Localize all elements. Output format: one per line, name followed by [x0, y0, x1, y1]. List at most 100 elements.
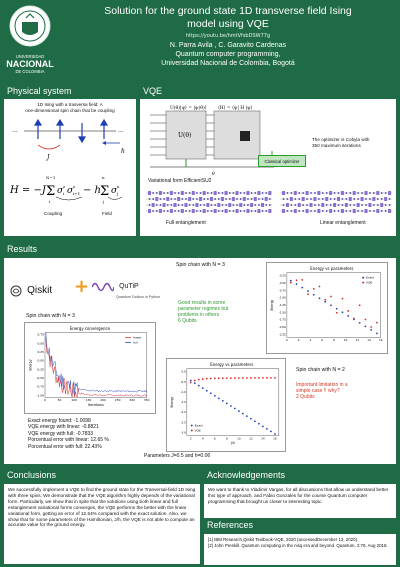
exact-point	[370, 329, 373, 331]
vqe-point	[301, 278, 304, 281]
circuit-gate	[340, 191, 344, 195]
green-note: Good results in some parameter regimes b…	[178, 300, 228, 324]
vqe-panel: U(θ) ⟨H⟩ = ⟨ψ| H |ψ⟩ U(θ)|ψ⟩ = |ψ(θ)⟩ θ …	[140, 99, 396, 236]
legend-label: Exact	[366, 276, 375, 280]
circuit-gate	[180, 191, 184, 195]
circuit-gate	[329, 191, 333, 195]
exact-point	[301, 286, 304, 289]
circuit-gate	[202, 191, 206, 195]
circuit-gate	[235, 191, 239, 195]
physical-desc-line2: one-dimensional spin chain that be coupl…	[25, 107, 115, 113]
circuit-gate	[261, 198, 264, 200]
circuit-gate	[220, 197, 224, 201]
x-tick-label: 4	[310, 338, 312, 342]
acknowledgements-section: Acknowledgements We want to thank to Vla…	[204, 470, 396, 518]
vqe-point	[213, 377, 216, 380]
circuit-gate	[191, 191, 195, 195]
circuit-gate	[232, 204, 235, 206]
vqe-point	[270, 377, 272, 379]
circuit-gate	[196, 198, 198, 200]
circuit-gate	[294, 204, 297, 206]
circuit-gate	[333, 198, 336, 200]
circuit-gate	[221, 192, 224, 194]
circuit-gate	[376, 204, 379, 206]
variational-form-label: Variational form EfficientSU2	[148, 178, 212, 184]
optimizer-note-line1: The optimizer is Cobyla with	[312, 137, 370, 142]
vqe-point	[295, 279, 298, 282]
circuit-gate	[188, 192, 191, 194]
references-title: References	[207, 520, 254, 530]
circuit-gate	[325, 197, 329, 201]
logo-text-bottom: DE COLOMBIA	[15, 69, 45, 74]
circuit-gate	[369, 198, 371, 200]
spin-chain-diagram: ··· ··· J h	[12, 118, 125, 161]
logo-text-top: UNIVERSIDAD	[15, 54, 45, 59]
circuit-gate	[372, 210, 375, 212]
energy-results: Exact energy found: -1.0098 VQE energy w…	[28, 418, 109, 450]
circuit-gate	[250, 210, 253, 212]
circuit-gate	[384, 210, 387, 212]
reference-2: [2] John Preskill. Quantum computing in …	[208, 542, 388, 548]
circuit-gate	[206, 210, 209, 212]
circuit-gate	[302, 192, 305, 194]
circuit-gate	[258, 198, 260, 200]
green-note-line4: 6 Qubits	[178, 318, 197, 324]
circuit-gate	[314, 204, 316, 206]
svg-text:σ: σ	[111, 186, 118, 196]
vqe-point	[197, 378, 200, 381]
circuit-gate	[333, 203, 337, 207]
x-tick-label: 300	[129, 398, 135, 402]
circuit-gate	[380, 210, 383, 212]
vqe-point	[324, 298, 327, 301]
video-link[interactable]: https://youtu.be/hmtVfsbDSW77g	[185, 33, 271, 39]
y-tick-label: 0.0	[182, 370, 187, 374]
y-tick-label: 0.25	[38, 350, 45, 354]
circuit-gate	[191, 209, 195, 213]
legend-label: full	[133, 341, 138, 345]
plus-icon: +	[74, 276, 90, 297]
circuit-gate	[344, 203, 348, 207]
svg-text:n: n	[102, 175, 105, 180]
exact-point	[289, 279, 292, 282]
circuit-gate	[155, 197, 159, 201]
circuit-gate	[298, 192, 301, 194]
y-tick-label: -0.5	[181, 380, 187, 384]
circuit-gate	[166, 197, 170, 201]
circuit-gate	[325, 210, 328, 212]
circuit-gate	[217, 203, 221, 207]
svg-text:i+1: i+1	[73, 191, 80, 196]
circuit-gate	[254, 210, 257, 212]
circuit-gate	[239, 192, 242, 194]
circuit-gate	[317, 198, 320, 200]
green-note-line1: Good results in some	[178, 300, 226, 306]
legend-label: VQE	[195, 428, 201, 432]
circuit-gate	[282, 209, 285, 213]
circuit-gate	[243, 204, 246, 206]
results-title: Results	[7, 244, 38, 254]
vqe-linear-energy: VQE energy with linear: -0.8821	[28, 424, 99, 431]
exact-energy: Exact energy found: -1.0098	[28, 418, 91, 424]
circuit-gate	[158, 191, 162, 195]
circuit-gate	[214, 198, 217, 200]
circuit-gate	[301, 197, 305, 201]
circuit-gate	[170, 204, 173, 206]
classical-optimizer-box: Classical optimizer	[258, 155, 306, 167]
svg-text:U(θ): U(θ)	[178, 132, 191, 139]
circuit-gate	[213, 209, 217, 213]
vqe-point	[266, 377, 268, 379]
circuit-gate	[243, 192, 246, 194]
linear-entanglement-circuit	[280, 191, 392, 213]
plot-area	[186, 368, 280, 436]
circuit-gate	[369, 210, 371, 212]
circuit-gate	[376, 209, 380, 213]
circuit-gate	[155, 204, 158, 206]
circuit-gate	[369, 192, 371, 194]
linear-entanglement-label: Linear entanglement	[320, 220, 366, 226]
circuit-gate	[192, 198, 195, 200]
exact-point	[233, 407, 236, 410]
legend-label: Exact	[195, 424, 204, 428]
circuit-gate	[199, 197, 203, 201]
circuit-gate	[314, 192, 316, 194]
university-seal-icon	[9, 5, 51, 47]
vqe-point	[209, 377, 212, 380]
